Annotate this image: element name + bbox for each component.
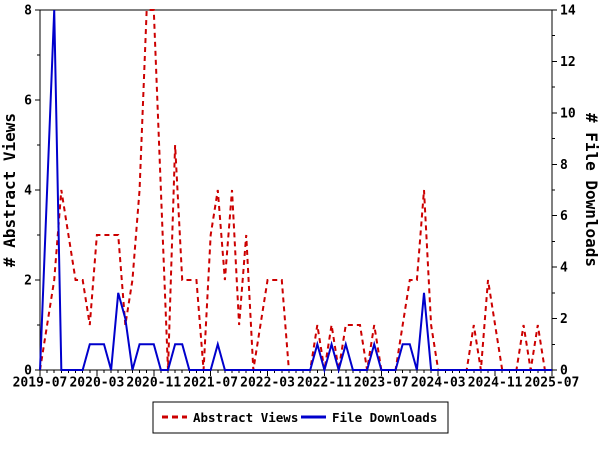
right-axis-title: # File Downloads xyxy=(582,113,600,267)
series-line-file-downloads xyxy=(39,9,552,374)
y-right-tick-label: 10 xyxy=(560,106,576,121)
y-left-tick-label: 2 xyxy=(24,274,32,289)
x-tick-label: 2023-07 xyxy=(354,376,409,391)
x-tick-label: 2020-11 xyxy=(126,376,181,391)
y-left-tick-label: 6 xyxy=(24,94,32,109)
y-left-tick-label: 0 xyxy=(24,364,32,379)
left-axis-title: # Abstract Views xyxy=(0,113,19,267)
x-tick-label: 2024-03 xyxy=(411,376,466,391)
legend-box xyxy=(152,401,449,434)
x-tick-label: 2020-03 xyxy=(69,376,124,391)
y-left-tick-label: 8 xyxy=(24,4,32,19)
y-right-tick-label: 14 xyxy=(560,4,576,19)
x-tick-label: 2024-11 xyxy=(468,376,523,391)
axis-ticks: 2019-07 2020-03 2020-11 2021-07 2022-03 2022-… xyxy=(13,4,580,391)
y-right-tick-label: 12 xyxy=(560,55,576,70)
y-left-tick-label: 4 xyxy=(24,184,32,199)
y-right-tick-label: 4 xyxy=(560,261,568,276)
x-tick-label: 2022-03 xyxy=(240,376,295,391)
series-lines xyxy=(39,9,552,374)
y-right-tick-label: 6 xyxy=(560,209,568,224)
legend: Abstract Views File Downloads xyxy=(152,401,449,434)
y-right-tick-label: 2 xyxy=(560,312,568,327)
x-tick-label: 2021-07 xyxy=(183,376,238,391)
x-tick-label: 2019-07 xyxy=(13,376,68,391)
x-tick-label: 2025-07 xyxy=(525,376,580,391)
legend-label-abstract-views: Abstract Views xyxy=(193,410,298,425)
x-tick-label: 2022-11 xyxy=(297,376,352,391)
y-right-tick-label: 8 xyxy=(560,158,568,173)
legend-label-file-downloads: File Downloads xyxy=(332,410,437,425)
y-right-tick-label: 0 xyxy=(560,364,568,379)
